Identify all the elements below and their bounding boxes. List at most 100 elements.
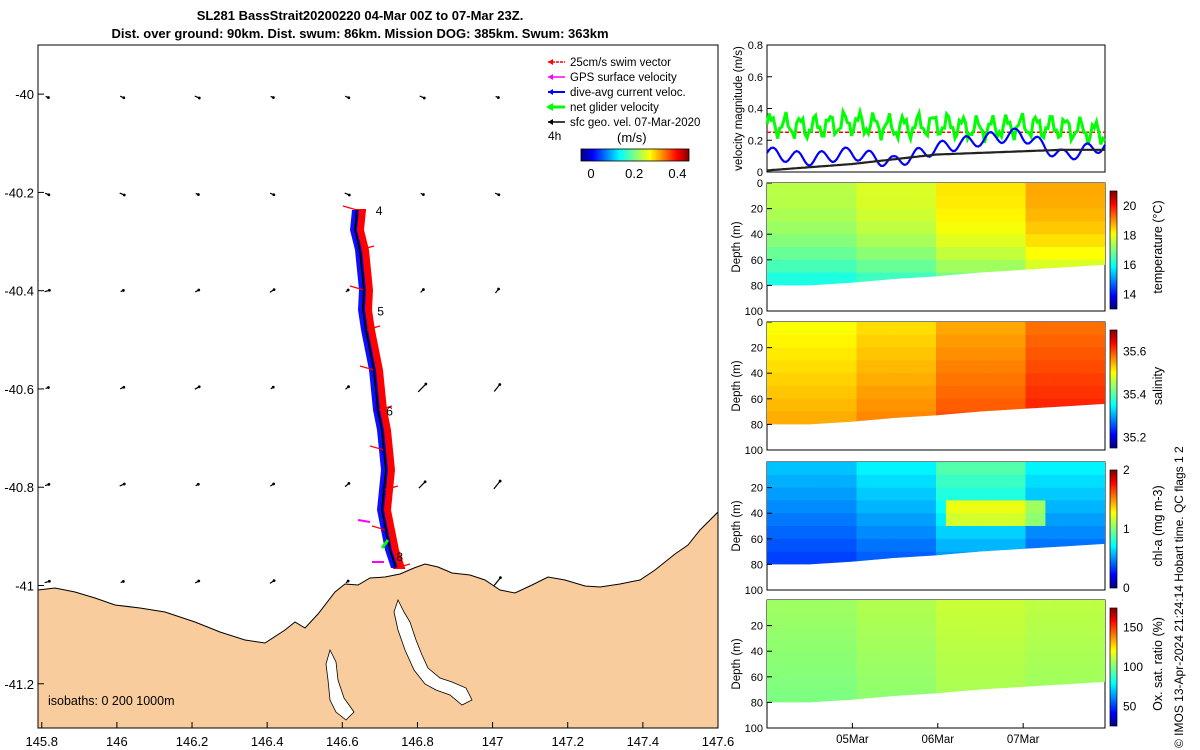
speed-colorbar-ticks: 0 0.2 0.4 (587, 166, 686, 181)
heatmap-cell (1025, 195, 1037, 210)
heatmap-cell (955, 664, 967, 678)
heatmap-cell (816, 526, 828, 540)
heatmap-cell (876, 234, 888, 248)
heatmap-cell (936, 398, 947, 413)
heatmap-cell (796, 600, 808, 614)
heatmap-cell (1085, 360, 1096, 374)
heatmap-cell (916, 474, 927, 489)
heatmap-cell (776, 398, 788, 413)
heatmap-cell (1075, 651, 1086, 665)
heatmap-cell (1035, 259, 1047, 274)
heatmap-colorbar-tick-label: 2 (1123, 463, 1130, 477)
heatmap-cell (767, 411, 778, 425)
heatmap-cell (767, 322, 778, 336)
heatmap-cell (776, 373, 788, 387)
depth-tick-label: 0 (757, 317, 763, 329)
heatmap-cell (896, 195, 907, 210)
heatmap-cell (896, 259, 907, 274)
heatmap-cell (916, 347, 927, 362)
legend-label-net-glider: net glider velocity (570, 102, 659, 114)
heatmap-cell (836, 398, 848, 413)
heatmap-cell (965, 195, 977, 210)
heatmap-cell (955, 625, 967, 640)
heatmap-cell (776, 676, 788, 691)
heatmap-cell (1035, 386, 1047, 400)
heatmap-cell (945, 625, 957, 640)
depth-tick-label: 20 (751, 483, 763, 495)
heatmap-cell (985, 386, 997, 400)
heatmap-cell (866, 462, 878, 476)
heatmap-cell (856, 600, 868, 614)
heatmap-cell (886, 551, 897, 565)
heatmap-cell (836, 600, 848, 614)
heatmap-cell (816, 625, 828, 640)
map-x-tick-label: 147 (482, 734, 504, 749)
heatmap-cell (1035, 462, 1047, 476)
heatmap-cell (1025, 183, 1037, 197)
heatmap-cell (856, 322, 868, 336)
heatmap-cell (776, 183, 788, 197)
heatmap-cell (767, 500, 778, 514)
heatmap-cell (846, 612, 858, 627)
heatmap-cell (806, 462, 818, 476)
heatmap-colorbar (1109, 607, 1118, 727)
heatmap-cell (846, 526, 858, 540)
heatmap-cell (886, 398, 897, 413)
heatmap-cell (816, 360, 828, 374)
heatmap-cell (1035, 676, 1047, 691)
heatmap-cell (816, 373, 828, 387)
heatmap-cell (945, 234, 957, 248)
heatmap-colorbar-tick-label: 35.6 (1123, 344, 1147, 358)
heatmap-cell (965, 625, 977, 640)
heatmap-cell (945, 487, 957, 502)
heatmap-cell (916, 208, 927, 223)
swim-vector-arrow (359, 365, 375, 371)
heatmap-cell (945, 195, 957, 210)
heatmap-cell (1045, 651, 1057, 665)
heatmap-cell (1045, 234, 1057, 248)
heatmap-cell (866, 183, 878, 197)
heatmap-cell (955, 386, 967, 400)
velocity-y-tick-label: 0.4 (748, 104, 763, 116)
heatmap-cell (786, 638, 798, 652)
heatmap-cell (796, 487, 808, 502)
heatmap-cell (945, 183, 957, 197)
heatmap-cell (955, 487, 967, 502)
heatmap-cell (786, 386, 798, 400)
swim-vector-arrow (383, 485, 399, 491)
heatmap-cell (846, 487, 858, 502)
heatmap-cell (786, 195, 798, 210)
heatmap-cell (1035, 195, 1047, 210)
heatmap-cell (1095, 208, 1105, 223)
heatmap-cell (767, 462, 778, 476)
heatmap-cell (1045, 247, 1057, 261)
heatmap-cell (906, 462, 917, 476)
heatmap-cell (975, 221, 987, 235)
heatmap-cell (1025, 386, 1037, 400)
heatmap-cell (896, 625, 907, 640)
heatmap-cell (1045, 347, 1057, 362)
heatmap-cell (985, 513, 997, 527)
heatmap-cell (945, 462, 957, 476)
depth-tick-label: 40 (751, 508, 763, 520)
heatmap-cell (1065, 208, 1076, 223)
heatmap-cell (1085, 600, 1096, 614)
heatmap-cell (836, 411, 848, 425)
heatmap-cell (786, 398, 798, 413)
swim-vector-arrow (359, 245, 375, 251)
heatmap-cell (876, 462, 888, 476)
heatmap-cell (786, 360, 798, 374)
heatmap-cell (866, 612, 878, 627)
geo-arrow-head (47, 483, 51, 486)
heatmap-cell (886, 664, 897, 678)
heatmap-cell (806, 272, 818, 286)
heatmap-cell (995, 183, 1007, 197)
heatmap-cell (786, 625, 798, 640)
heatmap-cell (1065, 676, 1076, 691)
heatmap-cell (955, 208, 967, 223)
heatmap-cell (945, 334, 957, 349)
heatmap-cell (975, 500, 987, 514)
heatmap-cell (936, 386, 947, 400)
heatmap-cell (846, 664, 858, 678)
heatmap-cell (856, 221, 868, 235)
